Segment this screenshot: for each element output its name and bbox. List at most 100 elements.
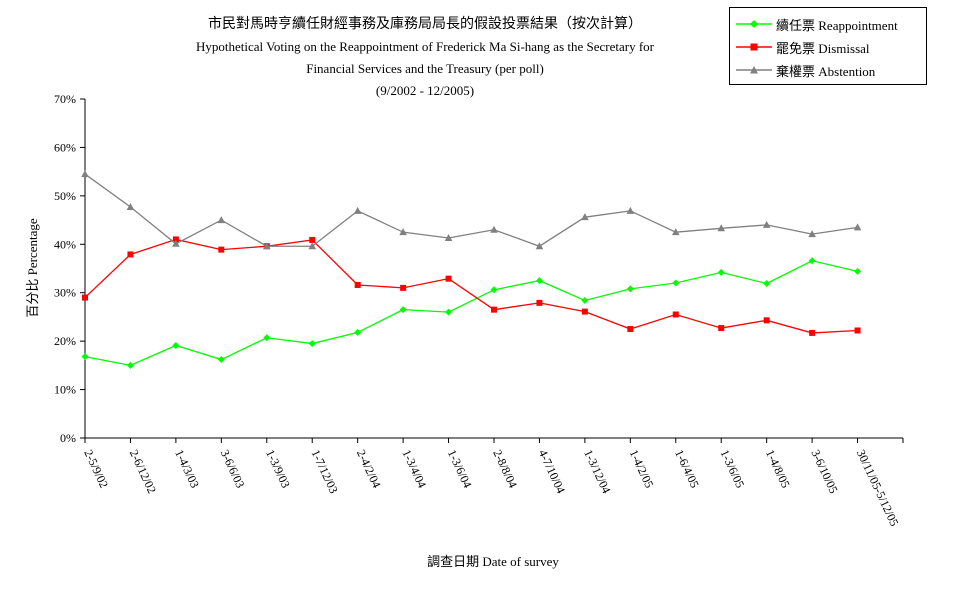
series-line-dismissal (84, 238, 858, 334)
triangle-marker (81, 170, 89, 178)
x-tick-label: 1-7/12/03 (309, 447, 341, 495)
series-line-abstention (84, 173, 858, 247)
square-marker (127, 251, 134, 258)
diamond-marker (308, 340, 316, 348)
diamond-marker (490, 286, 498, 294)
x-tick-label: 4-7/10/04 (536, 447, 568, 495)
diamond-marker (126, 361, 134, 369)
x-tick-label: 1-3/9/03 (263, 447, 293, 490)
legend-item-dismissal: 罷免票 Dismissal (736, 37, 870, 57)
y-tick-label: 0% (60, 431, 76, 445)
square-marker (809, 329, 816, 336)
diamond-marker (217, 356, 225, 364)
legend-swatch-reappointment (736, 20, 772, 28)
triangle-marker (581, 213, 589, 221)
chart-subtitle-line-2: Financial Services and the Treasury (per… (306, 61, 544, 76)
square-marker (627, 326, 634, 333)
triangle-marker (353, 206, 362, 214)
triangle-marker (762, 220, 771, 228)
series-dismissal (82, 236, 861, 336)
triangle-marker (126, 202, 135, 210)
square-marker (854, 327, 861, 334)
legend-label-abstention: 棄權票 Abstention (776, 63, 876, 79)
x-tick-label: 1-4/2/05 (627, 447, 657, 490)
series-line-reappointment (84, 260, 858, 367)
square-marker (172, 236, 179, 243)
triangle-marker (217, 216, 226, 224)
legend-label-reappointment: 續任票 Reappointment (776, 17, 898, 33)
square-marker (354, 281, 361, 288)
square-marker (763, 317, 770, 324)
triangle-marker (308, 242, 317, 250)
diamond-marker (81, 353, 89, 361)
x-tick-label: 2-5/9/02 (81, 447, 111, 490)
diamond-marker (672, 279, 680, 287)
legend-marker-reappointment (750, 20, 758, 28)
legend-label-dismissal: 罷免票 Dismissal (776, 40, 870, 56)
diamond-marker (445, 308, 453, 316)
chart-subtitle-line-1: Hypothetical Voting on the Reappointment… (195, 39, 654, 54)
x-tick-label: 1-3/12/04 (581, 447, 613, 495)
x-tick-label: 1-3/6/04 (445, 447, 475, 490)
series-abstention (81, 170, 862, 250)
y-tick-label: 60% (54, 140, 76, 154)
chart-subtitle-line-3: (9/2002 - 12/2005) (375, 83, 475, 98)
y-tick-label: 10% (54, 383, 76, 397)
diamond-marker (717, 268, 725, 276)
legend-item-reappointment: 續任票 Reappointment (736, 14, 898, 34)
series-reappointment (81, 257, 862, 369)
triangle-marker (490, 225, 498, 233)
x-tick-label: 1-4/3/03 (172, 447, 202, 490)
diamond-marker (763, 280, 771, 288)
square-marker (536, 299, 543, 306)
diamond-marker (172, 342, 180, 350)
diamond-marker (854, 267, 862, 275)
legend-swatch-dismissal (736, 43, 772, 51)
diamond-marker (581, 296, 589, 304)
x-tick-label: 2-4/2/04 (354, 447, 384, 490)
x-axis: 2-5/9/02 2-6/12/02 1-4/3/03 3-6/6/03 1-3/9/0… (81, 437, 904, 528)
square-marker (491, 306, 497, 313)
square-marker (718, 325, 725, 332)
square-marker (400, 284, 407, 291)
series-lines (81, 170, 862, 369)
triangle-marker (444, 233, 453, 241)
diamond-marker (354, 328, 362, 336)
diamond-marker (263, 334, 271, 342)
x-tick-label: 1-3/6/05 (718, 447, 748, 490)
diamond-marker (626, 285, 634, 293)
legend-marker-abstention (750, 66, 758, 74)
y-tick-label: 30% (54, 286, 76, 300)
y-axis-label: 百分比 Percentage (25, 218, 40, 318)
chart-title-block: 市民對馬時亨續任財經事務及庫務局局長的假設投票結果（按次計算） Hypothet… (120, 14, 730, 102)
legend-swatch-abstention (736, 66, 772, 74)
x-tick-label: 2-8/8/04 (490, 447, 520, 490)
diamond-marker (535, 277, 543, 285)
square-marker (218, 246, 225, 253)
x-axis-label: 調查日期 Date of survey (427, 554, 559, 569)
triangle-marker (172, 239, 180, 247)
y-tick-label: 50% (54, 189, 76, 203)
legend-marker-dismissal (750, 43, 758, 51)
x-tick-label: 1-3/4/04 (399, 447, 429, 490)
triangle-marker (535, 242, 544, 250)
square-marker (309, 236, 316, 243)
square-marker (445, 275, 452, 282)
legend-item-abstention: 棄權票 Abstention (736, 60, 875, 80)
square-marker (82, 294, 88, 301)
y-tick-label: 40% (54, 237, 76, 251)
x-tick-label: 3-6/6/03 (218, 447, 248, 490)
y-tick-label: 70% (54, 92, 76, 106)
square-marker (581, 308, 588, 315)
triangle-marker (671, 228, 680, 236)
diamond-marker (399, 306, 407, 314)
triangle-marker (262, 242, 271, 250)
triangle-marker (626, 206, 635, 214)
square-marker (672, 311, 679, 318)
triangle-marker (853, 223, 862, 231)
triangle-marker (717, 224, 726, 232)
chart-legend: 續任票 Reappointment 罷免票 Dismissal 棄權票 Abst… (729, 7, 927, 85)
chart-title: 市民對馬時亨續任財經事務及庫務局局長的假設投票結果（按次計算） (208, 17, 642, 32)
x-tick-label: 3-6/10/05 (808, 447, 840, 495)
